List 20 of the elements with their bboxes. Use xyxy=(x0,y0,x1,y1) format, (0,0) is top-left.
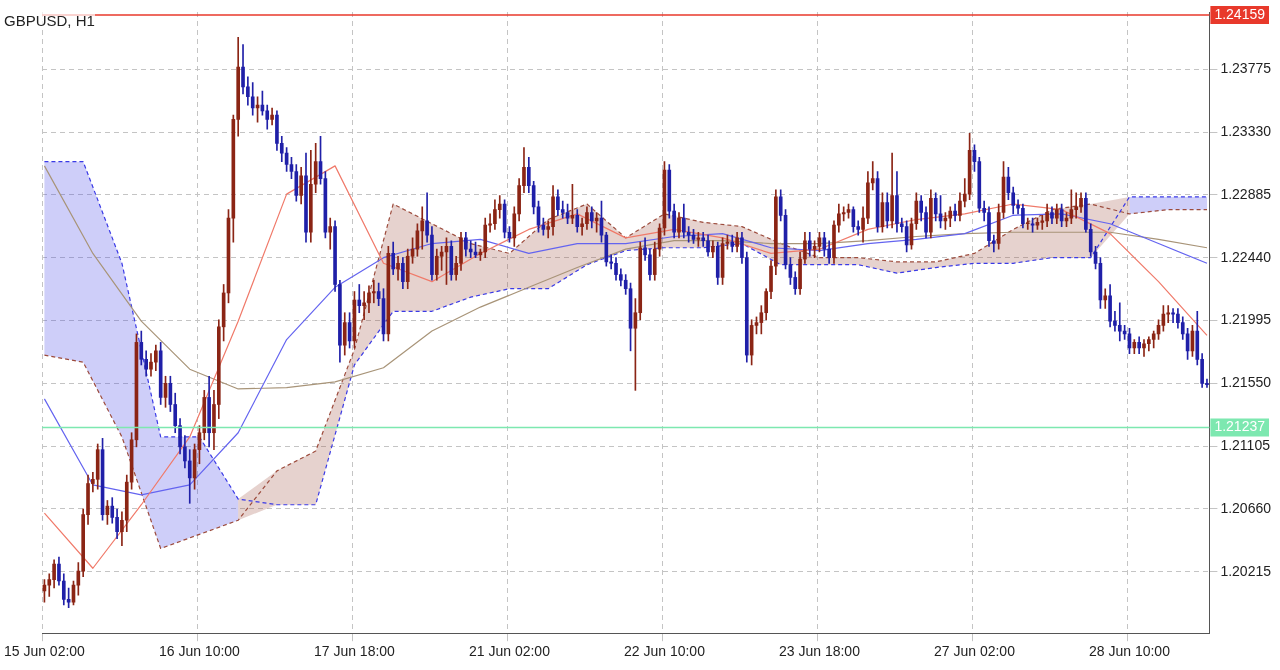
y-tick-label: 1.21995 xyxy=(1220,311,1272,328)
chart-title: GBPUSD, H1 xyxy=(4,12,95,29)
y-tick-label: 1.21105 xyxy=(1220,436,1271,453)
x-tick-label: 21 Jun 02:00 xyxy=(468,643,551,660)
x-tick-label: 16 Jun 10:00 xyxy=(158,643,241,660)
y-tick-label: 1.23330 xyxy=(1220,122,1272,139)
y-tick-label: 1.21550 xyxy=(1220,374,1272,391)
y-tick-label: 1.23775 xyxy=(1220,60,1272,77)
x-tick-label: 22 Jun 10:00 xyxy=(623,643,706,660)
ref-line-label: 1.21237 xyxy=(1214,418,1266,435)
x-tick-label: 28 Jun 10:00 xyxy=(1088,643,1171,660)
y-tick-label: 1.20215 xyxy=(1220,562,1272,579)
ref-line-label: 1.24159 xyxy=(1214,5,1266,22)
y-tick-label: 1.22885 xyxy=(1220,185,1272,202)
y-tick-label: 1.20660 xyxy=(1220,499,1272,516)
x-tick-label: 15 Jun 02:00 xyxy=(3,643,86,660)
x-tick-label: 27 Jun 02:00 xyxy=(933,643,1016,660)
x-tick-label: 17 Jun 18:00 xyxy=(313,643,396,660)
y-tick-label: 1.22440 xyxy=(1220,248,1272,265)
x-tick-label: 23 Jun 18:00 xyxy=(778,643,861,660)
